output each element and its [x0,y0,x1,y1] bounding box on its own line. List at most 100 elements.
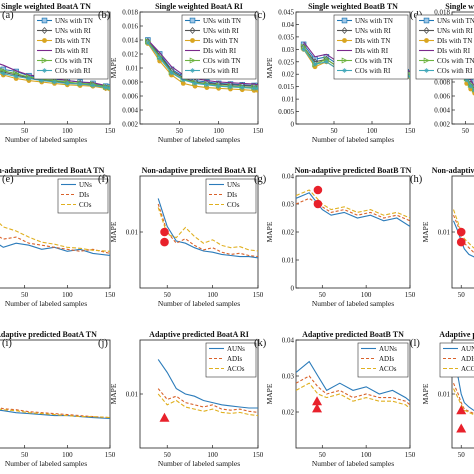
x-tick-label: 100 [62,291,73,299]
legend-marker [423,57,430,64]
panel-k: 0.02 0.03 0.04 50 100 150 Number of labeled sa… [254,330,416,468]
series-marker [471,86,474,93]
legend-box [205,178,257,214]
y-tick-label: 0.004 [122,107,138,115]
panel-label: (k) [254,338,267,349]
plot-frame [0,11,111,125]
series-marker [228,84,233,90]
y-tick-label: 0.03 [282,373,295,381]
legend-box [33,14,109,80]
x-tick-label: 50 [319,451,327,459]
legend-marker [189,17,196,24]
series-marker [192,81,198,86]
panel-title: Single weighted BoatB TN [308,2,398,11]
series-marker [157,55,163,61]
x-tick-label: 100 [207,451,218,459]
panel-title: Non-adaptive predicted BoatB TN [295,166,412,175]
plot-area [296,360,410,409]
series-marker [26,76,32,81]
legend-marker [41,57,48,64]
legend-marker [341,17,348,24]
y-tick-label: 0 [291,285,295,293]
legend-label: DIs with RI [55,47,89,55]
y-tick-label: 0.016 [122,23,138,31]
legend-label: DIs with RI [437,47,471,55]
x-tick-label: 50 [21,451,29,459]
legend: UNs with TN UNs with RI DIs with TN DIs wit… [181,14,257,80]
panel-label: (j) [98,338,108,349]
series-marker [255,85,258,91]
x-tick-label: 50 [331,127,339,135]
y-axis-label: MAPE [109,57,118,78]
series-marker [468,83,474,89]
x-axis-label: Number of labeled samples [312,135,394,144]
legend-label: ADIs [379,355,394,363]
series-marker [180,77,186,83]
plot-area [157,198,258,259]
legend-label: AUNs [461,345,474,353]
panel-c: 0 0.005 0.01 0.015 0.02 0.025 0.03 0.035 0.04 0.0… [254,2,416,144]
highlight-point [456,423,467,433]
plot-frame [295,175,411,289]
panel-title: Adaptive predicted [439,330,474,339]
legend-label: UNs with TN [55,17,93,25]
panel-a: 50 100 150 Number of labeled samples Single … [0,2,116,144]
panel-e: 50 100 150 Number of labeled samples Non-ada… [0,166,116,308]
legend-label: ADIs [227,355,242,363]
y-tick-label: 0.04 [282,21,295,29]
series-line [147,39,258,86]
series-line [157,359,258,409]
panel-label: (g) [254,174,267,185]
plot-frame [0,339,111,449]
legend-label: UNs with RI [437,27,473,35]
series-line [157,393,258,417]
y-axis-label: MAPE [109,221,118,242]
y-tick-label: 0.03 [282,46,295,54]
x-axis-label: Number of labeled samples [158,299,240,308]
series-marker [64,81,70,86]
x-tick-label: 100 [62,127,73,135]
x-tick-label: 150 [253,451,264,459]
legend-label: COs with TN [437,57,474,65]
series-marker [407,74,410,80]
highlight-point [160,237,169,247]
plot-area [157,359,258,417]
panel-title: Non-adaptive predicted BoatA RI [142,166,257,175]
y-tick-label: 0.006 [434,93,450,101]
legend: UNs with TN UNs with RI DIs with TN DIs wit… [415,14,474,80]
series-marker [145,40,151,46]
highlight-point [312,403,323,413]
x-tick-label: 150 [253,291,264,299]
series-marker [39,78,45,83]
legend-label: COs with TN [203,57,241,65]
legend-label: DIs with RI [355,47,389,55]
legend-marker [42,68,47,73]
series-line [453,388,474,416]
legend-label: UNs [79,181,92,189]
panel-b: 0.002 0.004 0.006 0.008 0.01 0.012 0.014 0.016 0… [98,2,264,144]
y-tick-label: 0.008 [434,79,450,87]
legend-marker [41,26,48,35]
y-axis-label: MAPE [109,383,118,404]
legend-label: COs with RI [55,67,91,75]
panel-label: (e) [2,174,14,185]
y-tick-label: 0.01 [126,65,139,73]
x-tick-label: 100 [62,451,73,459]
legend-marker [424,38,429,43]
y-tick-label: 0.035 [278,33,294,41]
x-tick-label: 100 [361,291,372,299]
legend-box [415,14,474,80]
legend-label: UNs with TN [203,17,241,25]
legend-label: AUNs [379,345,397,353]
x-tick-label: 100 [367,127,378,135]
series-marker [464,77,470,83]
panel-f: 0.01 50 100 150 Number of labeled samples MAP… [98,166,264,308]
panel-label: (f) [98,174,109,185]
y-axis-label: MAPE [265,57,274,78]
legend: UNs with TN UNs with RI DIs with TN DIs wit… [33,14,109,80]
x-tick-label: 50 [458,451,466,459]
y-tick-label: 0.01 [438,391,451,399]
series-marker [255,84,258,91]
legend-marker [42,38,47,43]
